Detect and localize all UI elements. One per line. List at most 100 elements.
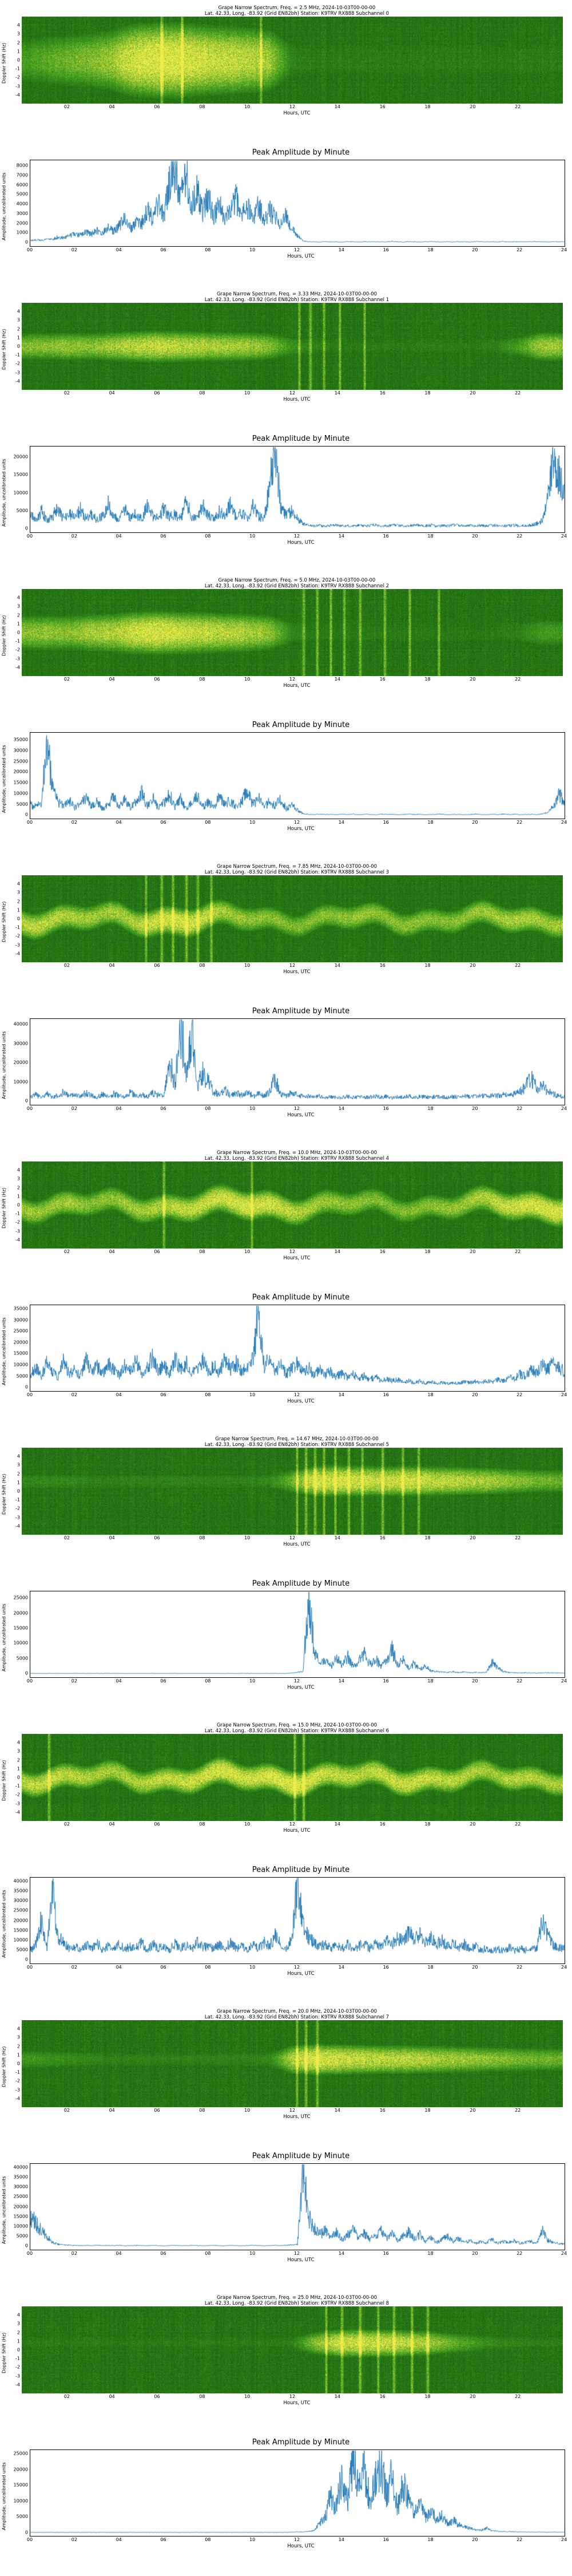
x-tick-label: 20 bbox=[470, 1822, 476, 1827]
x-tick-label: 04 bbox=[116, 247, 122, 252]
y-tick-labels: 4 3 2 1 0 -1 -2 -3 -4 bbox=[8, 2020, 22, 2107]
x-tick-label: 20 bbox=[472, 247, 478, 252]
y-tick-label: 20000 bbox=[13, 454, 28, 460]
figure-title: Grape Narrow Spectrum, Freq. = 5.0 MHz, … bbox=[218, 578, 376, 583]
plot-area: 00 02 04 06 08 10 12 14 16 18 20 22 24 bbox=[27, 732, 567, 825]
spectrogram-image bbox=[22, 2306, 563, 2393]
x-tick-labels: 00 02 04 06 08 10 12 14 16 18 20 22 24 bbox=[27, 2537, 567, 2543]
amplitude-line-chart bbox=[30, 446, 565, 533]
y-tick-label: -4 bbox=[15, 1237, 20, 1243]
y-tick-labels: 4 3 2 1 0 -1 -2 -3 -4 bbox=[8, 2306, 22, 2393]
figure-subtitle: Lat. 42.33, Long. -83.92 (Grid EN82bh) S… bbox=[204, 11, 390, 17]
y-tick-label: 15000 bbox=[13, 2482, 28, 2488]
x-tick-label: 22 bbox=[517, 2537, 523, 2542]
plot-row: Amplitude, uncalibrated units 40000 30000… bbox=[0, 1018, 572, 1112]
y-tick-label: 5000 bbox=[16, 1947, 28, 1953]
x-tick-label: 04 bbox=[116, 2537, 122, 2542]
x-tick-label: 10 bbox=[249, 2251, 256, 2256]
x-tick-labels: 02 04 06 08 10 12 14 16 18 20 22 bbox=[22, 1535, 563, 1541]
y-axis-label: Amplitude, uncalibrated units bbox=[1, 2462, 7, 2530]
y-tick-label: 10000 bbox=[13, 1079, 28, 1085]
spectrogram-figure: Grape Narrow Spectrum, Freq. = 3.33 MHz,… bbox=[0, 286, 572, 429]
x-tick-labels: 02 04 06 08 10 12 14 16 18 20 22 bbox=[22, 1821, 563, 1827]
y-tick-label: 4 bbox=[17, 2312, 20, 2318]
figure-title: Peak Amplitude by Minute bbox=[252, 1293, 350, 1302]
x-tick-label: 22 bbox=[515, 2394, 521, 2399]
x-tick-label: 02 bbox=[71, 1392, 77, 1397]
x-tick-label: 14 bbox=[338, 2251, 344, 2256]
figure-title: Grape Narrow Spectrum, Freq. = 3.33 MHz,… bbox=[216, 291, 378, 297]
y-tick-labels: 25000 20000 15000 10000 5000 0 bbox=[8, 1591, 30, 1677]
x-axis-label: Hours, UTC bbox=[287, 1112, 315, 1118]
y-tick-label: -4 bbox=[15, 92, 20, 98]
x-tick-label: 12 bbox=[289, 2108, 296, 2113]
figure-title: Grape Narrow Spectrum, Freq. = 14.67 MHz… bbox=[215, 1436, 379, 1442]
y-tick-label: 3 bbox=[17, 603, 20, 609]
y-tick-label: 4 bbox=[17, 22, 20, 28]
x-tick-label: 14 bbox=[334, 2108, 340, 2113]
x-tick-label: 22 bbox=[515, 2108, 521, 2113]
x-tick-label: 18 bbox=[424, 963, 431, 968]
x-axis-label: Hours, UTC bbox=[283, 397, 311, 402]
y-tick-label: 15000 bbox=[13, 1927, 28, 1933]
x-tick-label: 06 bbox=[160, 2537, 166, 2542]
x-axis-label: Hours, UTC bbox=[283, 2400, 311, 2406]
x-tick-label: 06 bbox=[160, 1965, 166, 1970]
x-tick-label: 06 bbox=[160, 1106, 166, 1111]
figure-title: Grape Narrow Spectrum, Freq. = 10.0 MHz,… bbox=[216, 1150, 378, 1156]
plot-area: 00 02 04 06 08 10 12 14 16 18 20 22 24 bbox=[26, 446, 567, 539]
x-tick-label: 16 bbox=[379, 2108, 386, 2113]
y-axis-label: Amplitude, uncalibrated units bbox=[1, 172, 7, 240]
x-tick-label: 08 bbox=[205, 247, 211, 252]
x-tick-label: 14 bbox=[334, 1249, 340, 1254]
spectrogram-figure: Grape Narrow Spectrum, Freq. = 7.85 MHz,… bbox=[0, 859, 572, 1002]
y-tick-label: 8000 bbox=[16, 163, 28, 168]
x-tick-label: 04 bbox=[116, 820, 122, 825]
x-tick-label: 00 bbox=[26, 534, 33, 539]
spectrogram-image bbox=[22, 1734, 563, 1821]
x-tick-labels: 00 02 04 06 08 10 12 14 16 18 20 22 24 bbox=[27, 819, 567, 825]
y-tick-label: 2 bbox=[17, 899, 20, 904]
y-tick-label: 15000 bbox=[13, 780, 28, 785]
x-tick-label: 08 bbox=[199, 390, 205, 396]
x-axis-label: Hours, UTC bbox=[283, 1255, 311, 1261]
plot-area: 00 02 04 06 08 10 12 14 16 18 20 22 24 bbox=[26, 2163, 567, 2257]
figure-subtitle: Lat. 42.33, Long. -83.92 (Grid EN82bh) S… bbox=[204, 870, 390, 875]
x-tick-label: 00 bbox=[26, 2251, 33, 2256]
x-tick-label: 22 bbox=[517, 1106, 523, 1111]
x-tick-label: 24 bbox=[561, 2251, 567, 2256]
y-tick-label: 1 bbox=[17, 621, 20, 627]
x-tick-label: 02 bbox=[71, 247, 77, 252]
x-tick-label: 12 bbox=[293, 1678, 300, 1684]
figure-title: Peak Amplitude by Minute bbox=[252, 721, 350, 729]
x-tick-label: 20 bbox=[470, 1249, 476, 1254]
x-tick-label: 18 bbox=[427, 1392, 434, 1397]
x-axis-label: Hours, UTC bbox=[287, 2257, 315, 2263]
x-tick-label: 20 bbox=[472, 2251, 478, 2256]
y-tick-label: 7000 bbox=[16, 172, 28, 178]
x-tick-label: 04 bbox=[116, 1392, 122, 1397]
y-tick-label: 10000 bbox=[13, 791, 28, 796]
x-tick-label: 08 bbox=[199, 104, 205, 109]
y-tick-labels: 35000 30000 25000 20000 15000 10000 5000 0 bbox=[8, 1305, 30, 1390]
y-tick-label: 3 bbox=[17, 1748, 20, 1754]
y-axis-label: Amplitude, uncalibrated units bbox=[1, 2176, 7, 2244]
y-tick-label: 2 bbox=[17, 40, 20, 46]
plot-row: Amplitude, uncalibrated units 25000 20000… bbox=[0, 1591, 572, 1684]
y-tick-label: 35000 bbox=[13, 2174, 28, 2180]
x-tick-label: 10 bbox=[244, 2108, 251, 2113]
x-tick-label: 06 bbox=[154, 104, 160, 109]
x-tick-label: 12 bbox=[289, 104, 296, 109]
y-tick-label: 25000 bbox=[13, 1907, 28, 1913]
figure-title: Peak Amplitude by Minute bbox=[252, 1007, 350, 1016]
x-tick-label: 24 bbox=[561, 247, 567, 252]
y-tick-label: 0 bbox=[25, 1384, 28, 1390]
x-tick-label: 02 bbox=[71, 1965, 77, 1970]
y-tick-label: 0 bbox=[17, 1488, 20, 1494]
x-tick-label: 18 bbox=[424, 2394, 431, 2399]
x-tick-labels: 02 04 06 08 10 12 14 16 18 20 22 bbox=[22, 104, 563, 110]
x-tick-label: 14 bbox=[338, 247, 344, 252]
x-tick-label: 04 bbox=[116, 534, 122, 539]
amplitude-line-chart bbox=[30, 2449, 565, 2537]
